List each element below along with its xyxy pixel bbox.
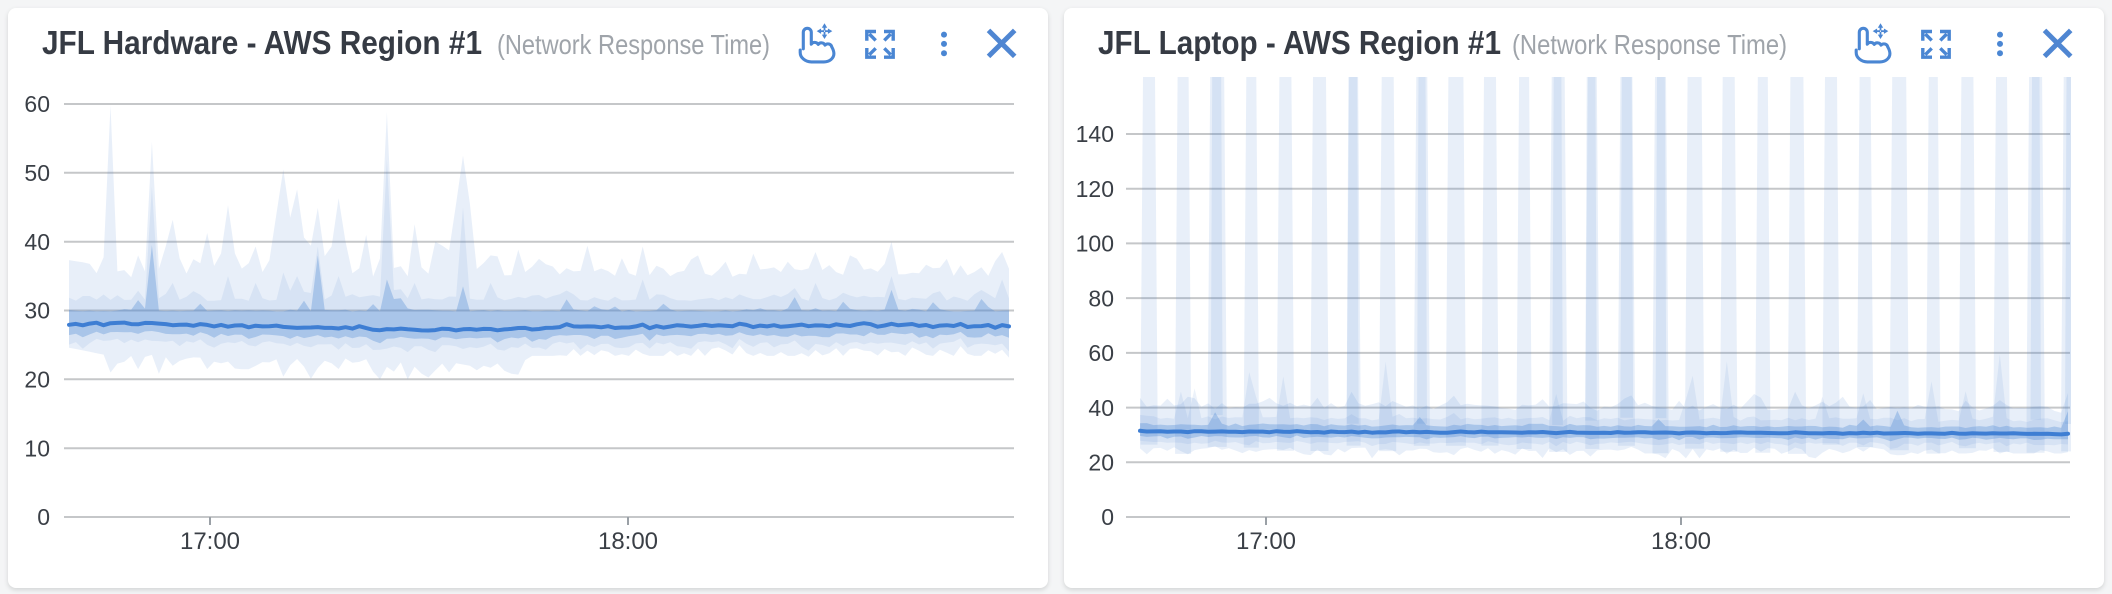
svg-text:140: 140 [1076,121,1114,147]
svg-text:JFL Hardware - AWS Region #1: JFL Hardware - AWS Region #1 [42,24,482,61]
svg-text:20: 20 [24,367,50,393]
svg-text:40: 40 [1088,395,1114,421]
svg-text:JFL Laptop - AWS Region #1: JFL Laptop - AWS Region #1 [1098,24,1501,61]
svg-text:60: 60 [24,91,50,117]
svg-text:0: 0 [37,504,50,530]
svg-text:20: 20 [1088,450,1114,476]
svg-text:10: 10 [24,435,50,461]
svg-text:40: 40 [24,229,50,255]
svg-text:(Network Response Time): (Network Response Time) [1512,29,1787,60]
svg-text:(Network Response Time): (Network Response Time) [497,29,770,60]
svg-text:17:00: 17:00 [1236,528,1296,555]
svg-text:120: 120 [1076,176,1114,202]
svg-text:30: 30 [24,298,50,324]
svg-text:0: 0 [1101,504,1114,530]
svg-text:60: 60 [1088,340,1114,366]
svg-text:80: 80 [1088,285,1114,311]
svg-text:18:00: 18:00 [598,528,658,555]
svg-text:50: 50 [24,160,50,186]
svg-text:17:00: 17:00 [180,528,240,555]
svg-text:100: 100 [1076,231,1114,257]
svg-text:18:00: 18:00 [1651,528,1711,555]
